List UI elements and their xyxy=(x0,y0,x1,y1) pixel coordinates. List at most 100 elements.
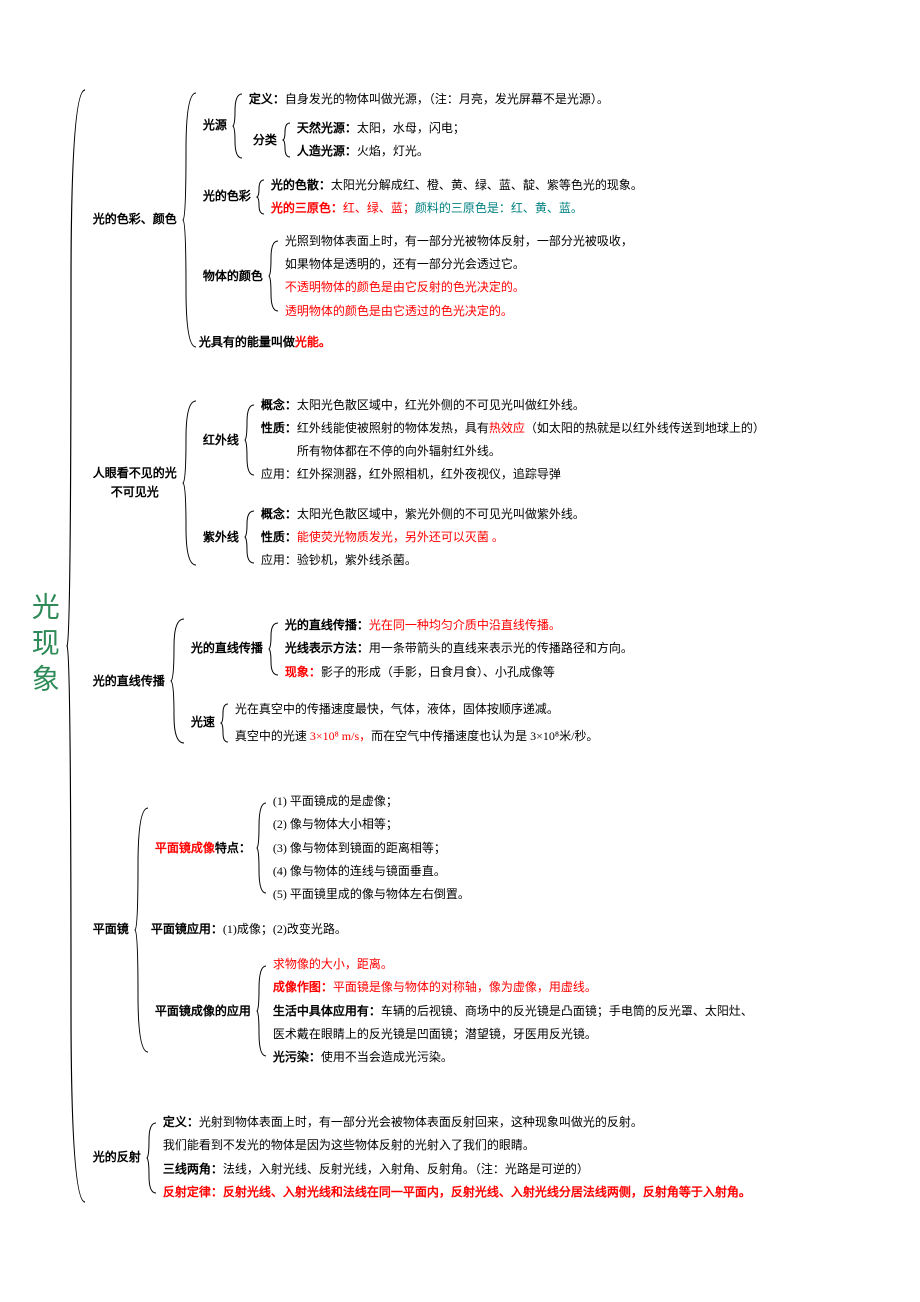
feat-p1: (1) 平面镜成的是虚像； xyxy=(273,792,470,811)
app-label: 平面镜成像的应用 xyxy=(151,1002,255,1021)
speed-label: 光速 xyxy=(187,713,219,732)
category: 分类 天然光源：太阳，水母，闪电； 人造光源：火焰，灯光。 xyxy=(249,117,609,163)
uv-app-text: 验钞机，紫外线杀菌。 xyxy=(297,553,417,567)
disp-text: 太阳光分解成红、橙、黄、绿、蓝、靛、紫等色光的现象。 xyxy=(331,178,643,192)
straight-label: 光的直线传播 xyxy=(187,639,267,658)
tri-text: 红、绿、蓝； xyxy=(343,201,415,215)
oc-l1: 光照到物体表面上时，有一部分光被物体反射，一部分光被吸收， xyxy=(285,232,633,251)
light-source-body: 定义：自身发光的物体叫做光源，（注：月亮，发光屏幕不是光源）。 分类 天然光源：… xyxy=(245,88,609,164)
root: 光现象 光的色彩、颜色 光源 定义：自身发光的物体叫做光源，（注：月亮，发光屏幕… xyxy=(20,80,900,1212)
app-l3: 生活中具体应用有：车辆的后视镜、商场中的反光镜是凸面镜；手电筒的反光罩、太阳灶、 xyxy=(273,1002,753,1021)
mirror-app: 平面镜成像的应用 求物像的大小，距离。 成像作图：平面镜是像与物体的对称轴，像为… xyxy=(151,953,753,1069)
sp-a: 光的直线传播：光在同一种均匀介质中沿直线传播。 xyxy=(285,616,633,635)
uv-concept-label: 概念： xyxy=(261,507,297,521)
brace-icon xyxy=(281,120,293,160)
reflection-body: 定义：光射到物体表面上时，有一部分光会被物体表面反射回来，这种现象叫做光的反射。… xyxy=(159,1111,751,1204)
cat-label: 分类 xyxy=(249,131,281,150)
section-straight-title: 光的直线传播 xyxy=(89,672,169,691)
straight-prop: 光的直线传播 光的直线传播：光在同一种均匀介质中沿直线传播。 光线表示方法：用一… xyxy=(187,614,633,684)
brace-icon xyxy=(243,402,257,478)
uv-prop: 性质：能使荧光物质发光，另外还可以灭菌 。 xyxy=(261,528,585,547)
app-l3-text: 车辆的后视镜、商场中的反光镜是凸面镜；手电筒的反光罩、太阳灶、 xyxy=(381,1004,753,1018)
artificial: 人造光源：火焰，灯光。 xyxy=(297,142,465,161)
section-reflection-title: 光的反射 xyxy=(89,1148,145,1167)
brace-icon xyxy=(255,177,267,217)
section-straight: 光的直线传播 光的直线传播 光的直线传播：光在同一种均匀介质中沿直线传播。 光线… xyxy=(89,614,765,748)
ir-prop-b: （如太阳的热就是以红外线传送到地球上的） xyxy=(525,421,765,435)
obj-color-body: 光照到物体表面上时，有一部分光被物体反射，一部分光被吸收， 如果物体是透明的，还… xyxy=(281,230,633,323)
section-color-title: 光的色彩、颜色 xyxy=(89,210,181,229)
def-line: 定义：自身发光的物体叫做光源，（注：月亮，发光屏幕不是光源）。 xyxy=(249,90,609,109)
ir-prop-a: 红外线能使被照射的物体发热，具有 xyxy=(297,421,489,435)
brace-icon xyxy=(181,398,199,568)
sp-b-text: 用一条带箭头的直线来表示光的传播路径和方向。 xyxy=(369,641,633,655)
sp-b: 光线表示方法：用一条带箭头的直线来表示光的传播路径和方向。 xyxy=(285,639,633,658)
energy-red: 光能。 xyxy=(295,335,331,349)
ir-concept-text: 太阳光色散区域中，红光外侧的不可见光叫做红外线。 xyxy=(297,398,585,412)
uv-concept: 概念：太阳光色散区域中，紫光外侧的不可见光叫做紫外线。 xyxy=(261,505,585,524)
ref-law-label: 反射定律： xyxy=(163,1185,223,1199)
energy-pre: 光具有的能量叫做 xyxy=(199,335,295,349)
feat-label-red: 平面镜成像 xyxy=(155,841,215,855)
app-l2-label: 成像作图： xyxy=(273,980,333,994)
def-text: 自身发光的物体叫做光源，（注：月亮，发光屏幕不是光源）。 xyxy=(285,92,609,106)
brace-icon xyxy=(169,616,187,746)
ir-prop-red: 热效应 xyxy=(489,421,525,435)
mirror-features: 平面镜成像特点： (1) 平面镜成的是虚像； (2) 像与物体大小相等； (3)… xyxy=(151,790,753,906)
natural: 天然光源：太阳，水母，闪电； xyxy=(297,119,465,138)
app-l4-label: 光污染： xyxy=(273,1050,321,1064)
brace-icon xyxy=(255,963,269,1059)
uv-prop-text: 能使荧光物质发光，另外还可以灭菌 。 xyxy=(297,530,504,544)
section-invisible-title: 人眼看不见的光 不可见光 xyxy=(89,464,181,502)
speed-l2a: 真空中的光速 xyxy=(235,729,310,743)
brace-icon xyxy=(267,238,281,314)
ir-prop: 性质：红外线能使被照射的物体发热，具有热效应（如太阳的热就是以红外线传送到地球上… xyxy=(261,419,765,438)
app-l3-label: 生活中具体应用有： xyxy=(273,1004,381,1018)
ref-l3-text: 法线，入射光线、反射光线，入射角、反射角。（注：光路是可逆的） xyxy=(223,1162,589,1176)
uv-label: 紫外线 xyxy=(199,528,243,547)
brace-icon xyxy=(267,620,281,678)
brace-icon xyxy=(219,701,231,745)
app-body: 求物像的大小，距离。 成像作图：平面镜是像与物体的对称轴，像为虚像，用虚线。 生… xyxy=(269,953,753,1069)
section-mirror: 平面镜 平面镜成像特点： (1) 平面镜成的是虚像； (2) 像与物体大小相等；… xyxy=(89,790,765,1069)
feat-label: 平面镜成像特点： xyxy=(151,839,255,858)
uv-app-label: 应用： xyxy=(261,553,297,567)
ref-l3: 三线两角：法线，入射光线、反射光线，入射角、反射角。（注：光路是可逆的） xyxy=(163,1160,751,1179)
tri-pigment: 颜料的三原色是：红、黄、蓝。 xyxy=(415,201,583,215)
uv-prop-label: 性质： xyxy=(261,530,297,544)
ir-prop-label: 性质： xyxy=(261,421,297,435)
feat-p4: (4) 像与物体的连线与镜面垂直。 xyxy=(273,862,470,881)
light-color-body: 光的色散：太阳光分解成红、橙、黄、绿、蓝、靛、紫等色光的现象。 光的三原色：红、… xyxy=(267,174,643,220)
oc-l4: 透明物体的颜色是由它透过的色光决定的。 xyxy=(285,302,633,321)
tri-label: 光的三原色： xyxy=(271,201,343,215)
natural-label: 天然光源： xyxy=(297,121,357,135)
ref-def-text: 光射到物体表面上时，有一部分光会被物体表面反射回来，这种现象叫做光的反射。 xyxy=(199,1115,643,1129)
speed-l2c: 而在空气中传播速度也认为是 3×10⁸米/秒。 xyxy=(371,729,598,743)
section-color-body: 光源 定义：自身发光的物体叫做光源，（注：月亮，发光屏幕不是光源）。 分类 天然… xyxy=(199,88,643,352)
ir-label: 红外线 xyxy=(199,431,243,450)
brace-icon xyxy=(231,91,245,161)
light-energy: 光具有的能量叫做光能。 xyxy=(199,333,643,352)
def-label: 定义： xyxy=(249,92,285,106)
light-source-label: 光源 xyxy=(199,116,231,135)
ref-law: 反射定律：反射光线、入射光线和法线在同一平面内，反射光线、入射光线分居法线两侧，… xyxy=(163,1183,751,1202)
infrared: 红外线 概念：太阳光色散区域中，红光外侧的不可见光叫做红外线。 性质：红外线能使… xyxy=(199,394,765,487)
ir-concept: 概念：太阳光色散区域中，红光外侧的不可见光叫做红外线。 xyxy=(261,396,765,415)
mirror-app-line: 平面镜应用：(1)成像；(2)改变光路。 xyxy=(151,920,753,939)
speed-l1: 光在真空中的传播速度最快，气体，液体，固体按顺序递减。 xyxy=(235,700,599,719)
ref-l2: 我们能看到不发光的物体是因为这些物体反射的光射入了我们的眼睛。 xyxy=(163,1136,751,1155)
natural-text: 太阳，水母，闪电； xyxy=(357,121,465,135)
invisible-body: 红外线 概念：太阳光色散区域中，红光外侧的不可见光叫做红外线。 性质：红外线能使… xyxy=(199,394,765,572)
ir-app-label: 应用： xyxy=(261,467,297,481)
brace-icon xyxy=(145,1120,159,1196)
mirror-body: 平面镜成像特点： (1) 平面镜成的是虚像； (2) 像与物体大小相等； (3)… xyxy=(151,790,753,1069)
light-color-label: 光的色彩 xyxy=(199,187,255,206)
sp-a-text: 光在同一种均匀介质中沿直线传播。 xyxy=(369,618,561,632)
main-sections: 光的色彩、颜色 光源 定义：自身发光的物体叫做光源，（注：月亮，发光屏幕不是光源… xyxy=(89,80,765,1212)
app-l4-text: 使用不当会造成光污染。 xyxy=(321,1050,453,1064)
uv-app: 应用：验钞机，紫外线杀菌。 xyxy=(261,551,585,570)
brace-icon xyxy=(181,90,199,350)
ir-prop-c: 所有物体都在不停的向外辐射红外线。 xyxy=(261,442,765,461)
app-l1: 求物像的大小，距离。 xyxy=(273,955,753,974)
section-invisible: 人眼看不见的光 不可见光 红外线 概念：太阳光色散区域中，红光外侧的不可见光叫做… xyxy=(89,394,765,572)
